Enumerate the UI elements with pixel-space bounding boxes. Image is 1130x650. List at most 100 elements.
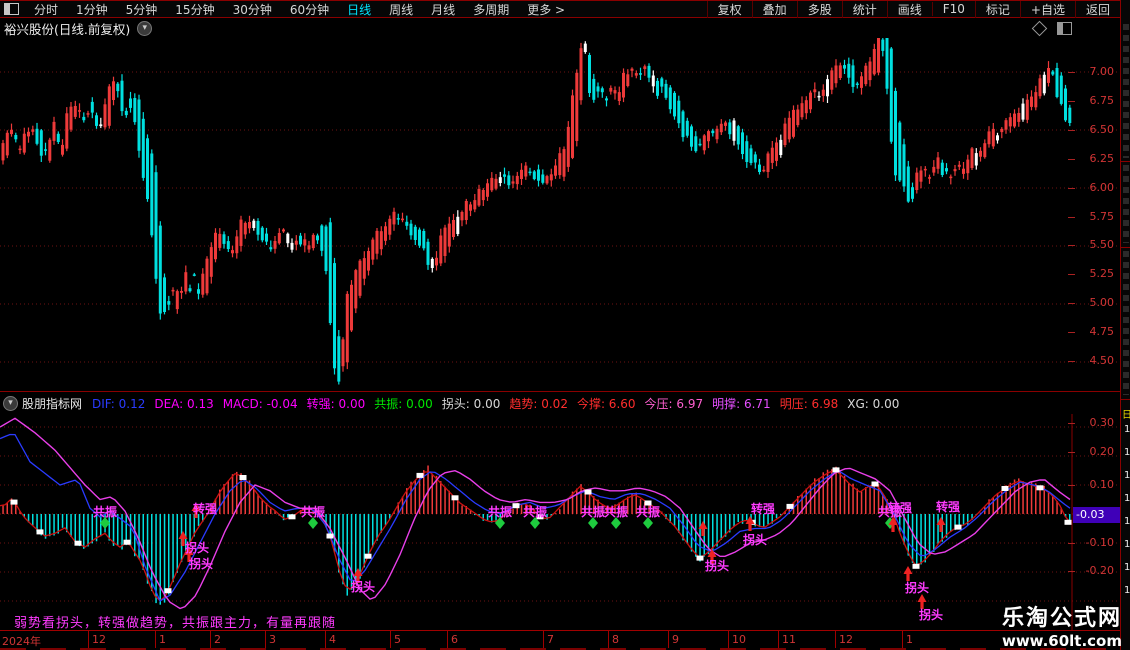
strip-digit: 1 [1124, 539, 1130, 550]
month-label: 11 [778, 631, 796, 649]
svg-text:转强: 转强 [888, 500, 912, 515]
period-tab-15分钟[interactable]: 15分钟 [175, 2, 215, 17]
axis-tick-label: 0.20 [1089, 445, 1115, 458]
action-button-多股[interactable]: 多股 [796, 0, 842, 18]
axis-tick-label: 4.75 [1089, 325, 1115, 338]
action-button-画线[interactable]: 画线 [886, 0, 932, 18]
month-label: 5 [390, 631, 401, 649]
period-tab-月线[interactable]: 月线 [431, 2, 456, 17]
svg-text:拐头: 拐头 [905, 580, 929, 595]
indicator-field-MACD: MACD: -0.04 [222, 397, 298, 411]
month-label: 9 [668, 631, 679, 649]
month-label: 4 [325, 631, 336, 649]
indicator-field-今压: 今压: 6.97 [644, 397, 704, 411]
period-tab-30分钟[interactable]: 30分钟 [232, 2, 272, 17]
indicator-field-明撑: 明撑: 6.71 [712, 397, 771, 411]
action-button-统计[interactable]: 统计 [841, 0, 887, 18]
axis-tick-label: 5.00 [1089, 296, 1115, 309]
indicator-field-转强: 转强: 0.00 [306, 397, 366, 411]
strip-digit: 1 [1124, 585, 1130, 596]
action-button-叠加[interactable]: 叠加 [751, 0, 797, 18]
svg-text:拐头: 拐头 [351, 579, 375, 594]
indicator-hint-text: 弱势看拐头，转强做趋势，共振跟主力，有量再跟随 [14, 616, 337, 631]
period-toolbar: 分时 1分钟 5分钟 15分钟 30分钟 60分钟 日线 周线 月线 多周期 更多 > 复权 叠加 多股… [0, 0, 1120, 18]
axis-tick-label: 6.25 [1089, 152, 1115, 165]
title-bar: 裕兴股份(日线.前复权) ▾ [0, 19, 1120, 38]
axis-tick-label: -0.10 [1085, 536, 1114, 549]
month-label: 12 [835, 631, 853, 649]
axis-tick-label: 6.00 [1089, 181, 1115, 194]
period-tab-周线[interactable]: 周线 [389, 2, 414, 17]
svg-text:共振: 共振 [523, 504, 547, 519]
axis-tick-label: 0.30 [1089, 416, 1115, 429]
svg-text:转强: 转强 [193, 501, 217, 516]
action-button-复权[interactable]: 复权 [706, 0, 752, 18]
axis-tick-label: 5.50 [1089, 238, 1115, 251]
period-tab-60分钟[interactable]: 60分钟 [289, 2, 330, 17]
month-label: 1 [902, 631, 913, 649]
dea-line [0, 417, 1071, 610]
period-tab-分时[interactable]: 分时 [34, 2, 59, 17]
indicator-field-拐头: 拐头: 0.00 [441, 397, 501, 411]
axis-tick-label: -0.20 [1085, 564, 1114, 577]
strip-digit: 1 [1124, 493, 1130, 504]
split-pane-icon[interactable] [1057, 22, 1072, 35]
strip-day-label: 日 [1122, 410, 1130, 421]
svg-text:共振: 共振 [636, 504, 660, 519]
axis-tick-label: 7.00 [1089, 65, 1115, 78]
main-candlestick-chart[interactable] [0, 38, 1120, 391]
period-tab-多周期[interactable]: 多周期 [473, 2, 510, 17]
strip-digit: 1 [1124, 424, 1130, 435]
axis-tick-label: 0.10 [1089, 478, 1115, 491]
action-button-标记[interactable]: 标记 [974, 0, 1020, 18]
action-button-返回[interactable]: 返回 [1074, 0, 1120, 18]
axis-tick-label: 5.75 [1089, 210, 1115, 223]
action-button-F10[interactable]: F10 [931, 2, 975, 16]
bottom-clipped-row [0, 648, 1120, 650]
svg-text:共振: 共振 [488, 504, 512, 519]
indicator-name: 股朋指标网 [22, 397, 83, 411]
svg-text:共振: 共振 [93, 504, 117, 519]
indicator-field-趋势: 趋势: 0.02 [509, 397, 568, 411]
svg-text:共振: 共振 [581, 504, 605, 519]
diamond-icon[interactable] [1031, 20, 1048, 37]
period-tabs: 分时 1分钟 5分钟 15分钟 30分钟 60分钟 日线 周线 月线 多周期 更多 > [25, 1, 574, 17]
period-tab-更多 >[interactable]: 更多 > [527, 2, 566, 17]
axis-tick-label: 6.75 [1089, 94, 1115, 107]
svg-text:拐头: 拐头 [919, 607, 943, 622]
strip-digit: 1 [1124, 562, 1130, 573]
layout-toggle-icon[interactable] [4, 3, 19, 15]
panel-separator [0, 391, 1120, 392]
svg-text:共振: 共振 [301, 504, 325, 519]
action-button-+自选[interactable]: +自选 [1019, 0, 1075, 18]
indicator-values: DIF: 0.12 DEA: 0.13 MACD: -0.04 转强: 0.00 共振:… [92, 395, 908, 412]
period-tab-1分钟[interactable]: 1分钟 [76, 2, 108, 17]
month-label: 1 [155, 631, 166, 649]
period-tab-日线[interactable]: 日线 [347, 2, 372, 17]
candles [1, 38, 1072, 385]
chevron-down-icon[interactable]: ▾ [3, 396, 18, 411]
year-label: 2024年 [2, 635, 41, 648]
grid-lines [0, 71, 1120, 363]
svg-text:共振: 共振 [878, 504, 902, 519]
chevron-down-icon[interactable]: ▾ [137, 21, 153, 36]
watermark: 乐淘公式网 www.60lt.com [1002, 600, 1122, 650]
watermark-url: www.60lt.com [1001, 632, 1122, 650]
svg-text:转强: 转强 [751, 501, 775, 516]
period-tab-5分钟[interactable]: 5分钟 [125, 2, 158, 17]
zhuanqiang-labels: 转强 转强 转强 转强 [193, 499, 960, 516]
axis-tick-label: 6.50 [1089, 123, 1115, 136]
right-edge-strip[interactable]: 日 1 1 1 1 1 1 1 1 [1120, 0, 1130, 650]
watermark-site-name: 乐淘公式网 [1001, 606, 1122, 631]
indicator-field-明压: 明压: 6.98 [779, 397, 839, 411]
month-label: 2 [210, 631, 221, 649]
svg-text:拐头: 拐头 [189, 556, 213, 571]
svg-text:拐头: 拐头 [185, 540, 209, 555]
stock-title: 裕兴股份(日线.前复权) [4, 22, 131, 37]
axis-tick-label: 5.25 [1089, 267, 1115, 280]
strip-digit: 1 [1124, 447, 1130, 458]
month-label: 12 [88, 631, 106, 649]
strip-digit: 1 [1124, 470, 1130, 481]
